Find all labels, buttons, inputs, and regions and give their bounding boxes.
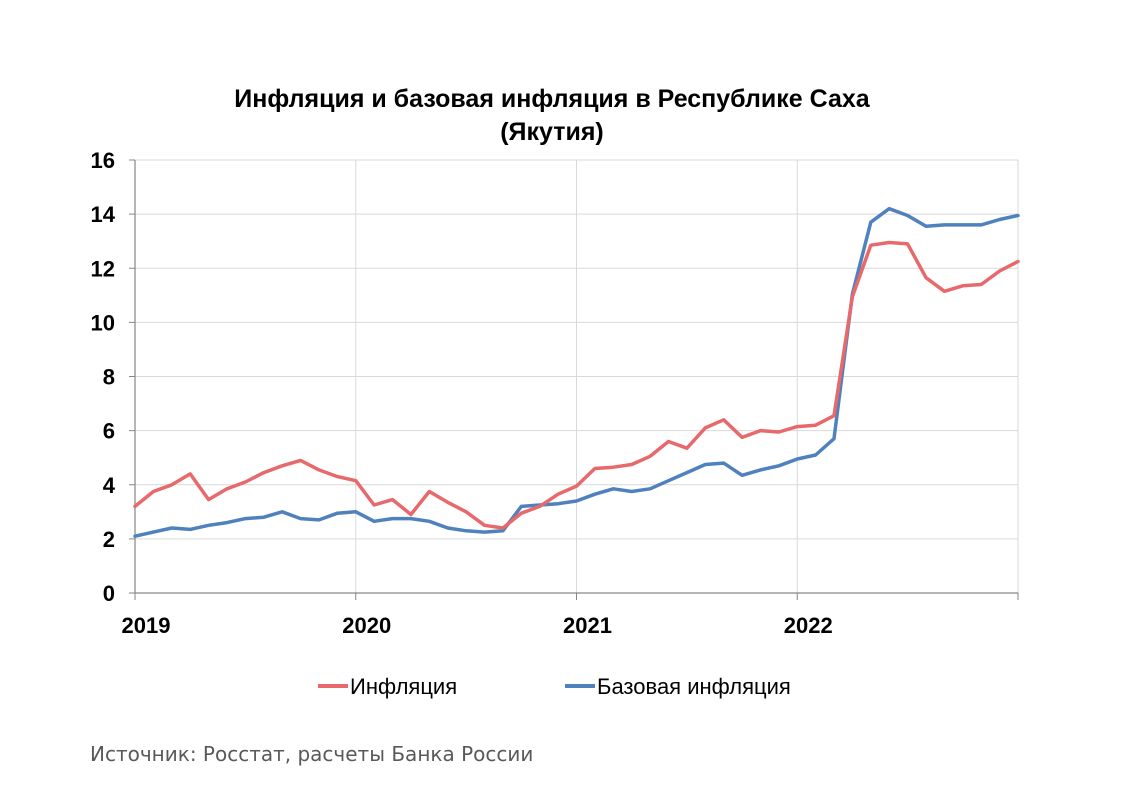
- y-tick-label: 8: [103, 365, 115, 390]
- source-note: Источник: Росстат, расчеты Банка России: [90, 742, 534, 766]
- y-tick-label: 14: [91, 202, 116, 227]
- y-tick-label: 0: [103, 581, 115, 606]
- y-tick-label: 2: [103, 527, 115, 552]
- axes: [129, 159, 1019, 600]
- x-tick-labels: 2019 2020 2021 2022: [122, 613, 833, 638]
- series-line-core-inflation: [133, 206, 1020, 538]
- y-tick-label: 4: [103, 473, 116, 498]
- x-tick-label: 2019: [122, 613, 171, 638]
- y-tick-label: 10: [91, 310, 115, 335]
- legend-label-inflation: Инфляция: [350, 674, 457, 699]
- legend-label-core-inflation: Базовая инфляция: [597, 674, 791, 699]
- chart-title-line2: (Якутия): [500, 118, 604, 146]
- legend: Инфляция Базовая инфляция: [318, 674, 791, 699]
- x-tick-label: 2022: [784, 613, 833, 638]
- series-lines: [133, 206, 1020, 538]
- y-tick-labels: 0 2 4 6 8 10 12 14 16: [91, 148, 116, 606]
- series-line-inflation: [133, 240, 1020, 530]
- y-tick-label: 16: [91, 148, 115, 173]
- chart-title-line1: Инфляция и базовая инфляция в Республике…: [234, 85, 870, 113]
- x-tick-label: 2020: [342, 613, 391, 638]
- grid: [135, 159, 1019, 593]
- x-tick-label: 2021: [563, 613, 612, 638]
- y-tick-label: 6: [103, 419, 115, 444]
- y-tick-label: 12: [91, 256, 115, 281]
